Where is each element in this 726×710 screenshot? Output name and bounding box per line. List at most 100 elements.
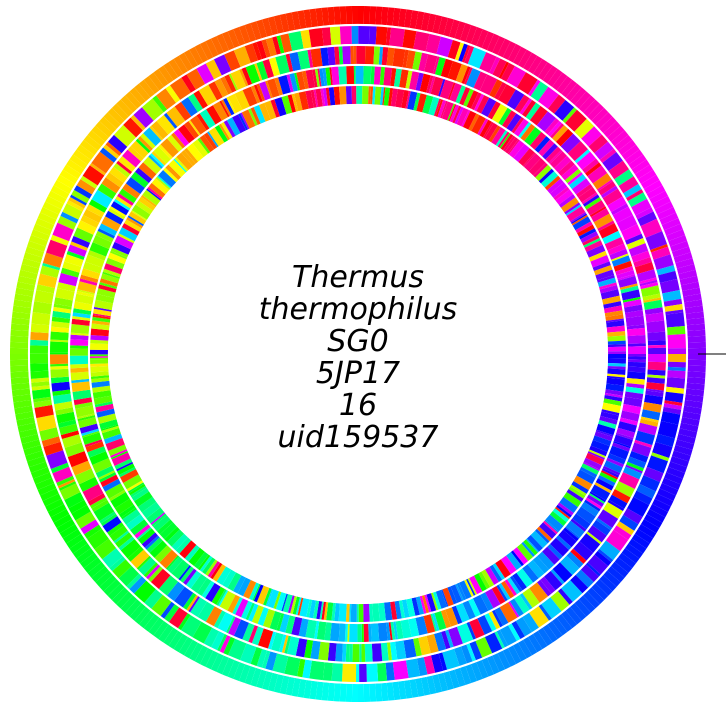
ring-segment <box>643 513 663 528</box>
ring-segment <box>443 17 454 37</box>
ring-segment <box>153 515 171 532</box>
ring-segment <box>363 6 371 25</box>
ring-segment <box>507 43 522 63</box>
ring-segment <box>600 289 620 300</box>
ring-segment <box>356 46 366 65</box>
ring-segment <box>262 671 273 691</box>
ring-segment <box>331 602 336 621</box>
ring-segment <box>606 377 625 386</box>
ring-segment <box>313 89 319 108</box>
ring-segment <box>666 377 686 389</box>
ring-segment <box>583 238 601 248</box>
ring-segment <box>528 606 549 628</box>
ring-segment <box>167 556 184 574</box>
ring-segment <box>667 370 686 379</box>
ring-segment <box>291 677 301 697</box>
ring-segment <box>107 252 127 265</box>
ring-segment <box>607 125 625 142</box>
ring-segment <box>90 363 109 367</box>
ring-segment <box>282 593 293 613</box>
ring-segment <box>603 570 621 587</box>
ring-segment <box>523 539 538 556</box>
ring-segment <box>557 588 573 605</box>
ring-segment <box>402 29 417 49</box>
ring-segment <box>541 597 562 619</box>
ring-segment <box>329 26 341 46</box>
ring-segment <box>392 660 409 680</box>
ring-segment <box>143 127 162 147</box>
ring-segment <box>150 153 165 168</box>
ring-segment <box>389 641 398 661</box>
ring-segment <box>317 68 322 87</box>
ring-segment <box>392 681 401 701</box>
ring-segment <box>626 371 646 380</box>
ring-segment <box>565 606 582 625</box>
ring-segment <box>219 635 231 654</box>
ring-segment <box>607 346 626 352</box>
ring-segment <box>334 603 340 622</box>
ring-segment <box>588 492 605 504</box>
ring-segment <box>10 347 29 354</box>
ring-segment <box>184 121 200 139</box>
ring-segment <box>481 657 494 677</box>
ring-segment <box>274 77 284 96</box>
ring-segment <box>173 633 189 653</box>
ring-segment <box>305 619 317 639</box>
ring-segment <box>643 297 662 303</box>
ring-segment <box>315 7 324 27</box>
ring-segment <box>661 218 681 231</box>
ring-segment <box>426 13 437 33</box>
ring-segment <box>99 116 117 134</box>
ring-segment <box>114 235 134 250</box>
ring-segment <box>686 323 706 331</box>
ring-segment <box>467 577 478 595</box>
ring-segment <box>395 88 405 108</box>
ring-segment <box>338 623 346 642</box>
ring-segment <box>50 363 69 367</box>
ring-segment <box>227 594 241 614</box>
ring-segment <box>316 600 323 620</box>
ring-segment <box>676 263 696 275</box>
ring-segment <box>512 572 527 591</box>
ring-segment <box>617 275 638 288</box>
ring-segment <box>329 67 333 86</box>
ring-segment <box>441 630 451 650</box>
ring-segment <box>430 613 437 632</box>
ring-segment <box>241 109 256 129</box>
ring-segment <box>197 137 211 154</box>
ring-segment <box>141 98 164 121</box>
ring-segment <box>328 87 336 106</box>
ring-segment <box>510 550 524 567</box>
ring-segment <box>240 112 250 130</box>
ring-segment <box>667 348 686 354</box>
ring-segment <box>269 610 282 631</box>
ring-segment <box>97 413 117 424</box>
ring-segment <box>70 355 89 365</box>
ring-segment <box>55 407 74 416</box>
ring-segment <box>550 123 565 139</box>
ring-segment <box>14 293 34 303</box>
ring-segment <box>10 354 29 361</box>
ring-segment <box>555 128 574 147</box>
ring-segment <box>447 61 462 81</box>
ring-segment <box>213 610 226 629</box>
ring-segment <box>66 250 85 260</box>
ring-segment <box>437 672 449 692</box>
ring-segment <box>16 416 36 427</box>
ring-segment <box>536 579 552 597</box>
ring-segment <box>620 285 639 294</box>
ring-segment <box>627 334 646 344</box>
ring-segment <box>499 625 517 646</box>
ring-segment <box>166 581 185 602</box>
ring-segment <box>370 86 374 105</box>
ring-segment <box>434 57 446 77</box>
ring-segment <box>184 49 199 69</box>
ring-segment <box>433 98 442 117</box>
ring-segment <box>238 113 249 131</box>
ring-segment <box>618 176 639 194</box>
ring-segment <box>142 189 161 206</box>
ring-segment <box>183 568 197 586</box>
ring-segment <box>463 88 474 107</box>
ring-segment <box>456 107 469 127</box>
ring-segment <box>401 90 409 109</box>
